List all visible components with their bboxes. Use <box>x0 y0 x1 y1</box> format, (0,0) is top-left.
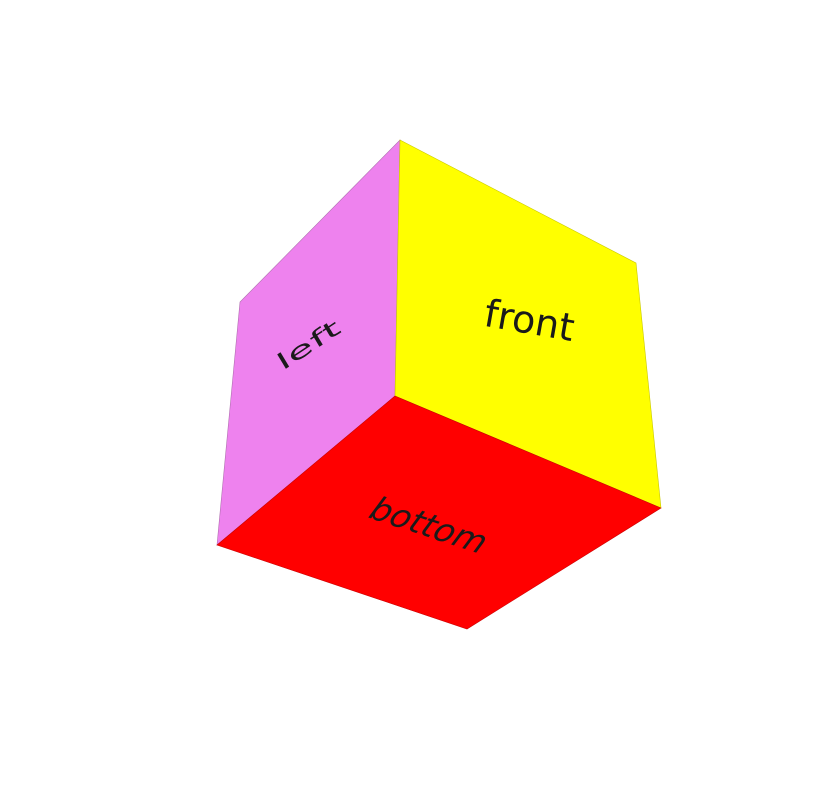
bottom-face <box>216 395 662 630</box>
cube: left front bottom <box>216 139 662 630</box>
